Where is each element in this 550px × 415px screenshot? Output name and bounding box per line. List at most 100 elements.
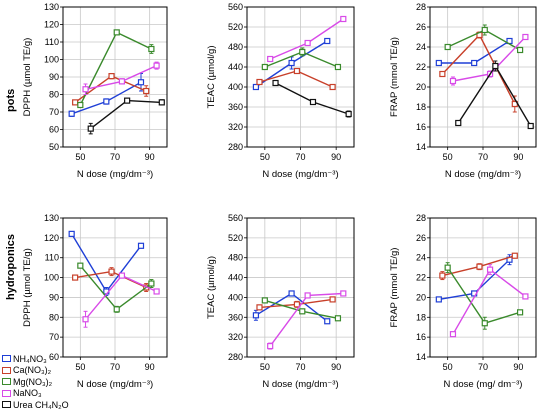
legend-label: Mg(NO₃)₂ <box>13 376 53 387</box>
data-point <box>304 292 311 299</box>
data-point <box>334 63 342 71</box>
y-tick-label: 520 <box>228 233 243 243</box>
data-point <box>476 263 483 270</box>
data-point <box>267 55 274 63</box>
y-tick-label: 22 <box>416 62 426 72</box>
y-tick-label: 24 <box>416 42 426 52</box>
y-tick-label: 18 <box>416 312 426 322</box>
y-tick-label: 24 <box>416 253 426 263</box>
data-point <box>143 87 150 95</box>
y-tick-label: 400 <box>228 82 243 92</box>
data-point <box>82 316 89 323</box>
y-tick-label: 110 <box>45 37 59 47</box>
y-tick-label: 28 <box>416 2 426 12</box>
data-point <box>148 45 155 53</box>
data-point <box>299 308 306 315</box>
x-tick-label: 90 <box>331 152 341 162</box>
data-point <box>471 59 478 67</box>
y-tick-label: 26 <box>416 233 426 243</box>
legend: NH₄NO₃ Ca(NO₃)₂ Mg(NO₃)₂ NaNO₃ Urea CH₄N… <box>2 353 82 411</box>
x-tick-label: 70 <box>295 152 305 162</box>
y-tick-label: 100 <box>44 55 59 65</box>
x-tick-label: 50 <box>443 362 453 372</box>
data-point <box>256 304 263 311</box>
data-point <box>522 33 529 41</box>
y-tick-label: 360 <box>228 312 243 322</box>
y-axis-label: DPPH (µmol TE/g) <box>22 38 33 117</box>
data-point <box>108 268 115 275</box>
data-point <box>329 296 336 303</box>
data-point <box>492 62 499 70</box>
legend-item: Mg(NO₃)₂ <box>2 376 82 388</box>
series-line <box>457 64 532 127</box>
x-tick-label: 70 <box>110 362 120 372</box>
data-point <box>449 77 457 85</box>
series-line <box>90 99 162 130</box>
data-point <box>82 86 89 93</box>
data-point <box>293 67 301 75</box>
y-axis-label: DPPH (µmol TE/g) <box>22 248 33 327</box>
y-tick-label: 320 <box>228 122 243 132</box>
y-tick-label: 280 <box>228 352 243 362</box>
data-point <box>309 98 317 106</box>
legend-item: NaNO₃ <box>2 388 82 400</box>
data-point <box>153 288 160 295</box>
data-point <box>267 342 274 350</box>
legend-swatch <box>2 401 11 409</box>
data-point <box>113 306 120 313</box>
y-tick-label: 90 <box>49 292 59 302</box>
y-tick-label: 16 <box>416 332 426 342</box>
x-tick-label: 50 <box>260 152 270 162</box>
series-line <box>441 33 516 105</box>
data-point <box>304 39 311 47</box>
y-axis-label: FRAP (mmol TE/g) <box>389 248 400 328</box>
data-point <box>324 318 331 325</box>
data-point <box>516 309 524 316</box>
data-point <box>516 46 524 54</box>
data-point <box>299 48 306 56</box>
y-tick-label: 70 <box>49 107 59 117</box>
legend-swatch <box>2 355 11 363</box>
data-point <box>449 331 457 338</box>
x-axis-label: N dose (mg/dm⁻³) <box>77 379 153 390</box>
y-axis-label: TEAC (µmol/g) <box>206 45 217 108</box>
data-point <box>288 290 295 297</box>
y-tick-label: 28 <box>416 213 426 223</box>
data-point <box>439 272 446 279</box>
y-tick-label: 560 <box>228 213 243 223</box>
data-point <box>439 70 446 78</box>
data-point <box>158 99 165 106</box>
y-tick-label: 60 <box>49 125 59 135</box>
data-point <box>481 26 488 34</box>
row-label-hydroponics: hydroponics <box>5 233 17 300</box>
data-point <box>113 29 120 36</box>
x-tick-label: 50 <box>75 152 85 162</box>
data-point <box>527 122 534 130</box>
legend-swatch <box>2 378 11 386</box>
data-point <box>444 43 451 51</box>
y-tick-label: 440 <box>228 62 243 72</box>
data-point <box>72 99 79 106</box>
row-label-pots: pots <box>5 88 17 112</box>
x-tick-label: 90 <box>145 152 155 162</box>
y-tick-label: 360 <box>228 102 243 112</box>
y-tick-label: 22 <box>416 273 426 283</box>
data-point <box>435 59 442 67</box>
y-axis-label: FRAP (mmol TE/g) <box>389 37 400 117</box>
series-line <box>79 265 152 311</box>
legend-item: Ca(NO₃)₂ <box>2 365 82 377</box>
y-tick-label: 280 <box>228 142 243 152</box>
legend-label: NH₄NO₃ <box>13 353 47 364</box>
data-point <box>435 296 442 303</box>
data-point <box>455 119 462 127</box>
data-point <box>340 15 347 23</box>
y-tick-label: 130 <box>44 2 59 12</box>
y-tick-label: 130 <box>44 213 59 223</box>
x-axis-label: N dose (mg/dm⁻³) <box>445 169 521 180</box>
data-point <box>293 301 301 308</box>
data-point <box>340 290 347 297</box>
y-tick-label: 120 <box>44 20 59 30</box>
legend-item: NH₄NO₃ <box>2 353 82 365</box>
legend-swatch <box>2 366 11 374</box>
x-tick-label: 90 <box>513 362 523 372</box>
